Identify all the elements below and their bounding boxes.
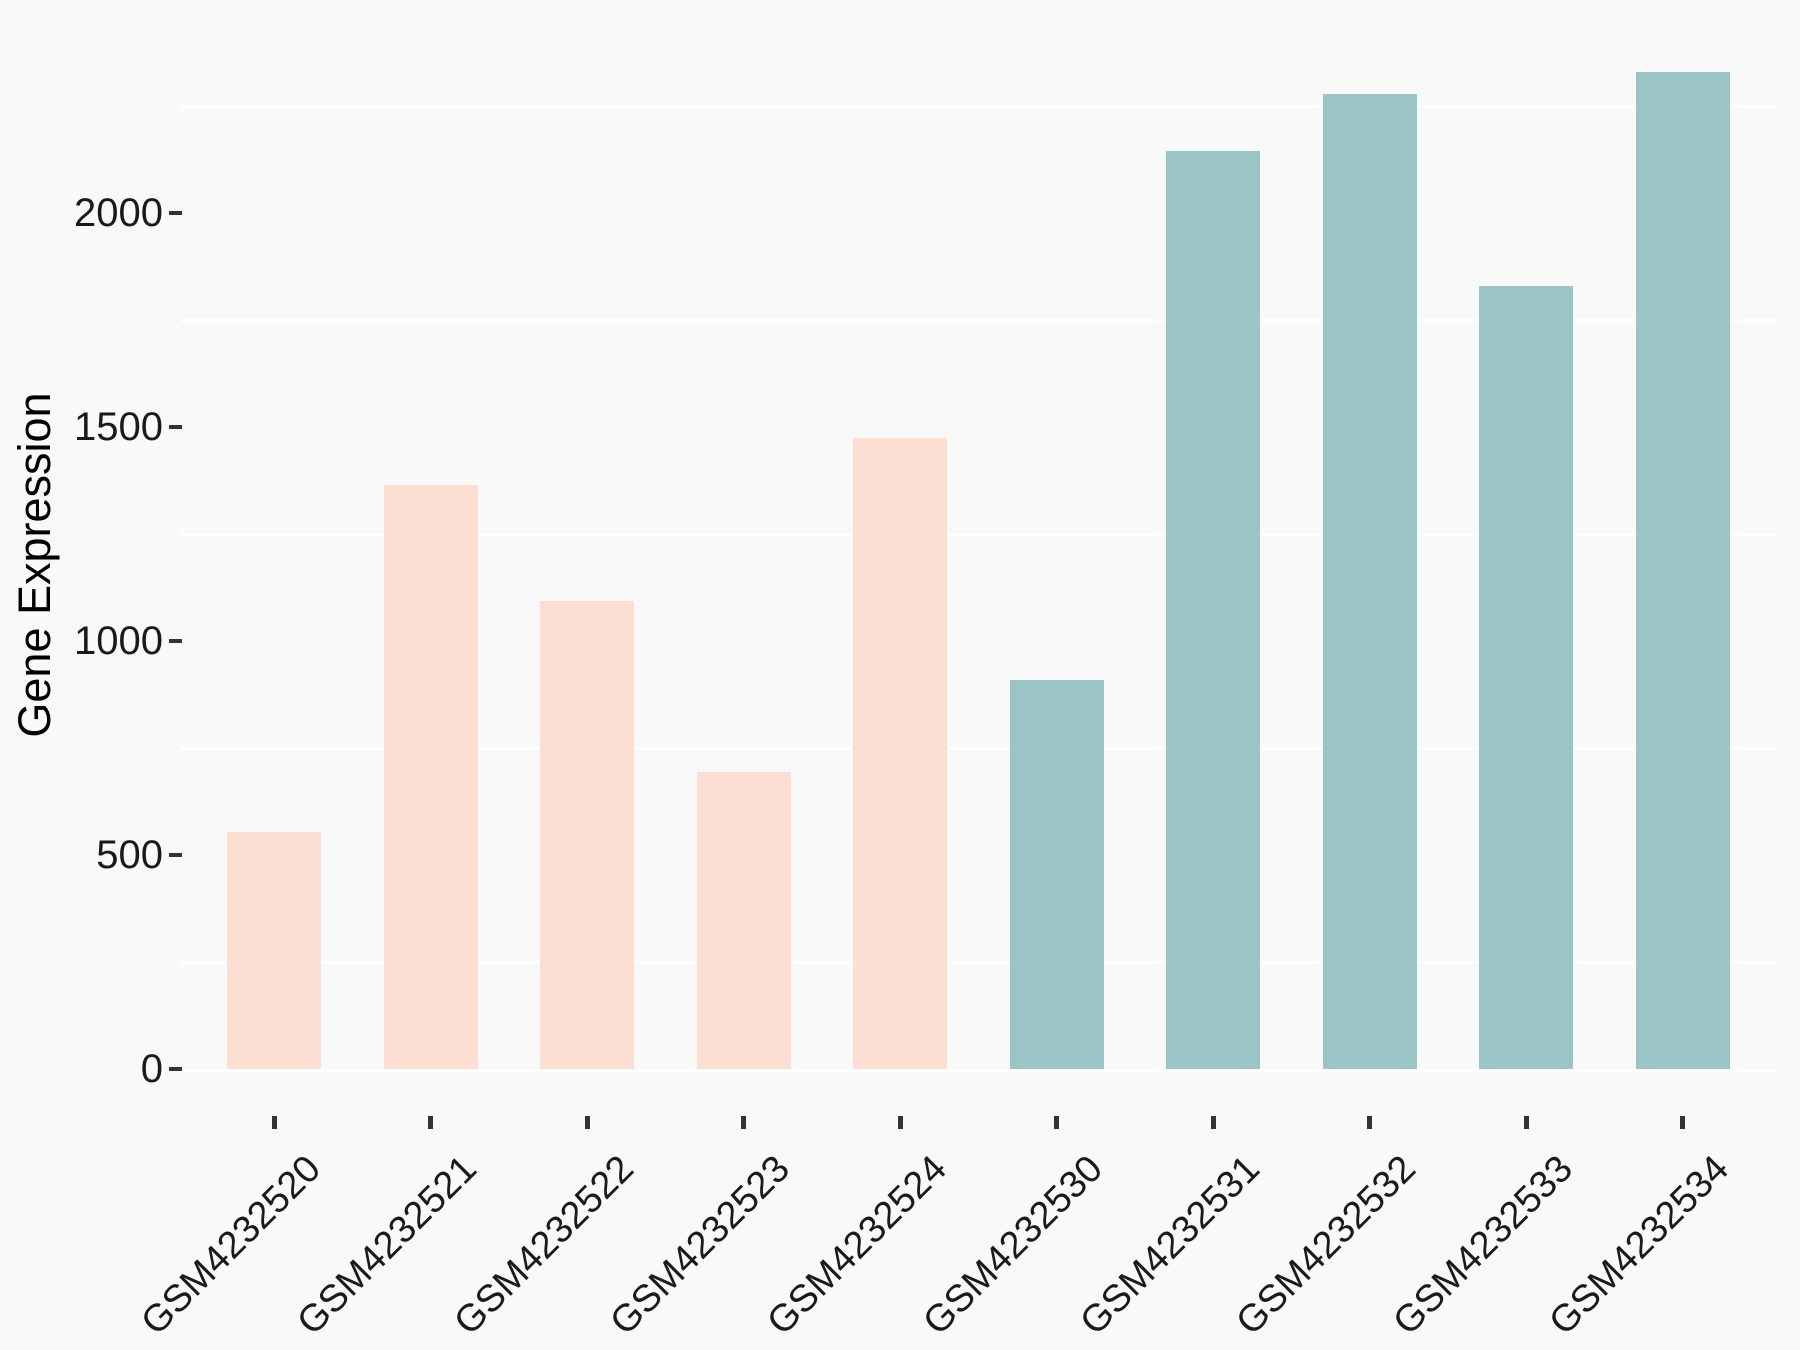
x-axis-tick: [584, 1116, 590, 1129]
x-axis-tick: [1680, 1116, 1686, 1129]
y-axis-tick-label: 1000: [74, 619, 163, 664]
y-axis-title: Gene Expression: [9, 392, 60, 738]
x-axis-tick: [897, 1116, 903, 1129]
minor-gridline: [181, 532, 1777, 536]
y-axis-tick-label: 1500: [74, 405, 163, 450]
y-axis-tick: [169, 425, 182, 430]
bar-GSM4232533: [1479, 286, 1574, 1069]
y-axis-tick-label: 2000: [74, 191, 163, 236]
y-axis-tick: [169, 211, 182, 216]
x-axis-tick: [741, 1116, 747, 1129]
minor-gridline: [181, 104, 1777, 108]
bar-GSM4232524: [853, 437, 948, 1069]
x-axis-tick: [1210, 1116, 1216, 1129]
bar-GSM4232520: [227, 831, 321, 1069]
y-axis-tick-label: 0: [140, 1047, 163, 1091]
bar-GSM4232523: [696, 771, 791, 1069]
bar-GSM4232521: [383, 485, 478, 1069]
y-axis-tick: [169, 1067, 182, 1071]
x-axis-tick: [1367, 1116, 1373, 1129]
y-axis-tick: [169, 639, 182, 644]
zero-gridline: [181, 1069, 1777, 1072]
bar-GSM4232530: [1009, 679, 1104, 1069]
x-axis-tick: [428, 1116, 434, 1129]
x-axis-tick: [1523, 1116, 1529, 1129]
minor-gridline: [181, 746, 1777, 750]
x-axis-tick: [271, 1116, 277, 1129]
minor-gridline: [181, 318, 1777, 322]
x-axis-tick: [1054, 1116, 1060, 1129]
bar-GSM4232534: [1635, 72, 1730, 1069]
bar-GSM4232532: [1322, 93, 1417, 1069]
y-axis-tick-label: 500: [96, 833, 163, 878]
minor-gridline: [181, 960, 1777, 964]
y-axis-tick: [169, 853, 182, 858]
bar-GSM4232531: [1166, 151, 1261, 1069]
bar-GSM4232522: [540, 600, 635, 1069]
